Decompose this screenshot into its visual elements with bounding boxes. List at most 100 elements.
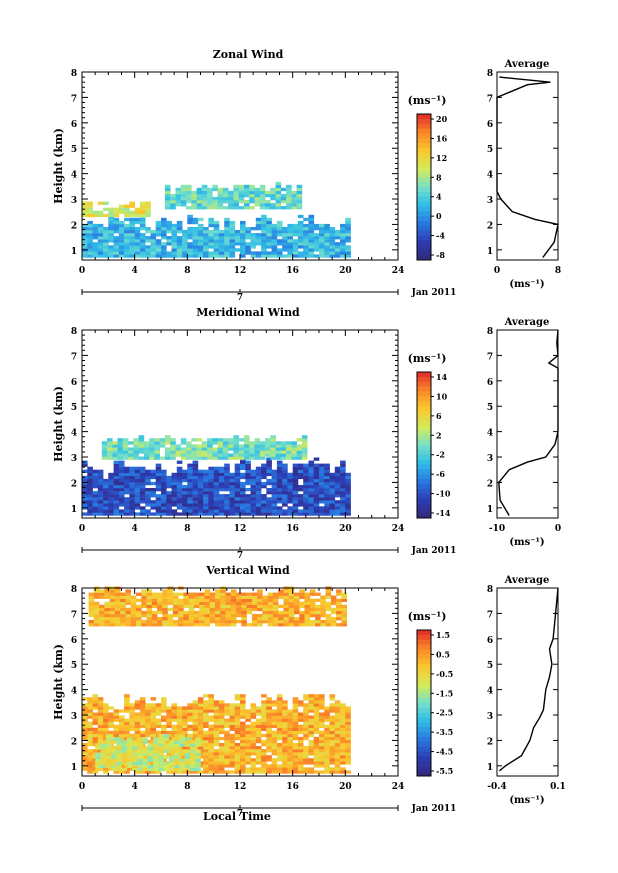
heatmap-cell <box>208 749 214 753</box>
heatmap-cell <box>114 617 121 621</box>
heatmap-cell <box>208 709 214 713</box>
heatmap-cell <box>240 223 246 228</box>
heatmap-cell <box>270 435 276 439</box>
heatmap-cell <box>182 245 188 249</box>
heatmap-cell <box>270 193 276 198</box>
heatmap-cell <box>287 251 293 255</box>
heatmap-cell <box>136 592 142 596</box>
heatmap-cell <box>166 724 172 728</box>
heatmap-cell <box>313 764 320 768</box>
heatmap-cell <box>340 739 346 744</box>
heatmap-cell <box>282 509 288 513</box>
heatmap-cell <box>303 254 309 258</box>
heatmap-cell <box>261 220 267 225</box>
heatmap-cell <box>107 450 113 454</box>
heatmap-cell <box>167 598 174 602</box>
heatmap-cell <box>97 512 104 516</box>
heatmap-cell <box>222 193 229 198</box>
heatmap-cell <box>195 764 201 769</box>
heatmap-cell <box>288 607 295 612</box>
heatmap-cell <box>113 727 120 731</box>
heatmap-cell <box>113 709 120 713</box>
heatmap-cell <box>299 601 305 605</box>
heatmap-cell <box>329 709 336 713</box>
heatmap-cell <box>145 213 151 218</box>
heatmap-cell <box>267 613 274 618</box>
heatmap-cell <box>161 709 167 713</box>
heatmap-cell <box>139 472 146 477</box>
heatmap-cell <box>136 610 142 615</box>
heatmap-cell <box>254 190 261 195</box>
heatmap-cell <box>255 469 262 473</box>
heatmap-cell <box>234 746 241 750</box>
heatmap-cell <box>271 749 278 753</box>
heatmap-cell <box>118 472 125 477</box>
heatmap-cell <box>196 450 203 454</box>
heatmap-cell <box>224 494 230 498</box>
heatmap-cell <box>120 601 126 605</box>
heatmap-cell <box>261 242 267 246</box>
heatmap-cell <box>245 460 251 464</box>
average-y-tick-label: 7 <box>487 610 493 620</box>
heatmap-cell <box>245 724 251 728</box>
heatmap-cell <box>87 709 93 713</box>
heatmap-cell <box>108 217 114 222</box>
heatmap-cell <box>182 503 188 507</box>
average-frame <box>496 587 559 777</box>
heatmap-cell <box>113 213 120 218</box>
heatmap-cell <box>176 481 183 486</box>
heatmap-cell <box>315 604 321 609</box>
heatmap-cell <box>340 478 346 483</box>
heatmap-cell <box>261 718 267 722</box>
heatmap-cell <box>129 509 135 513</box>
heatmap-cell <box>203 700 209 704</box>
heatmap-cell <box>303 478 309 483</box>
heatmap-cell <box>245 509 251 513</box>
heatmap-cell <box>134 724 141 728</box>
heatmap-cell <box>176 497 183 501</box>
heatmap-cell <box>192 733 199 738</box>
heatmap-cell <box>133 438 139 442</box>
heatmap-cell <box>163 749 170 753</box>
y-axis-label: Height (km) <box>52 644 65 720</box>
heatmap-cell <box>229 254 236 258</box>
heatmap-cell <box>215 623 221 627</box>
heatmap-cell <box>229 746 236 750</box>
heatmap-cell <box>288 620 295 624</box>
heatmap-cell <box>240 752 246 756</box>
heatmap-cell <box>230 623 237 627</box>
colorbar-segment <box>417 230 431 237</box>
heatmap-cell <box>195 755 201 759</box>
heatmap-cell <box>87 210 93 214</box>
heatmap-cell <box>282 758 288 762</box>
heatmap-cell <box>271 494 278 498</box>
heatmap-cell <box>266 764 272 768</box>
heatmap-cell <box>191 444 197 448</box>
heatmap-cell <box>174 746 180 750</box>
heatmap-cell <box>136 598 142 602</box>
heatmap-cell <box>213 718 220 722</box>
heatmap-cell <box>150 506 157 510</box>
heatmap-cell <box>129 230 135 234</box>
heatmap-cell <box>251 601 258 605</box>
heatmap-cell <box>266 491 272 495</box>
colorbar-segment <box>417 148 431 154</box>
heatmap-cell <box>164 200 171 204</box>
heatmap-cell <box>297 472 304 477</box>
heatmap-cell <box>224 712 230 716</box>
heatmap-cell <box>147 746 154 750</box>
heatmap-cell <box>218 242 225 246</box>
heatmap-cell <box>272 613 279 618</box>
heatmap-cell <box>87 739 93 744</box>
heatmap-cell <box>283 610 290 615</box>
heatmap-cell <box>141 620 147 624</box>
heatmap-cell <box>201 441 208 445</box>
heatmap-cell <box>97 506 104 510</box>
heatmap-cell <box>236 598 242 602</box>
heatmap-cell <box>161 478 167 483</box>
heatmap-cell <box>309 613 316 618</box>
heatmap-cell <box>118 724 125 728</box>
heatmap-cell <box>287 481 293 486</box>
heatmap-cell <box>82 706 88 710</box>
heatmap-cell <box>324 764 330 768</box>
